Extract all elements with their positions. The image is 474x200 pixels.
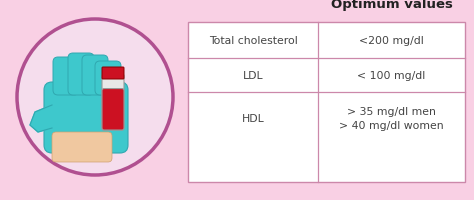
Text: <200 mg/dl: <200 mg/dl (359, 36, 424, 46)
FancyBboxPatch shape (82, 56, 108, 96)
Polygon shape (30, 105, 52, 132)
Text: Total cholesterol: Total cholesterol (209, 36, 297, 46)
FancyBboxPatch shape (95, 62, 121, 96)
Text: < 100 mg/dl: < 100 mg/dl (357, 71, 426, 81)
FancyBboxPatch shape (68, 54, 94, 96)
Bar (188, 23, 465, 182)
Text: > 35 mg/dl men
> 40 mg/dl women: > 35 mg/dl men > 40 mg/dl women (339, 107, 444, 130)
FancyBboxPatch shape (52, 132, 112, 162)
FancyBboxPatch shape (53, 58, 79, 96)
Text: HDL: HDL (242, 113, 264, 123)
Text: LDL: LDL (243, 71, 264, 81)
FancyBboxPatch shape (102, 89, 124, 130)
Text: Optimum values: Optimum values (330, 0, 453, 11)
FancyBboxPatch shape (102, 75, 124, 130)
Circle shape (17, 20, 173, 175)
FancyBboxPatch shape (44, 83, 128, 153)
FancyBboxPatch shape (102, 68, 124, 80)
